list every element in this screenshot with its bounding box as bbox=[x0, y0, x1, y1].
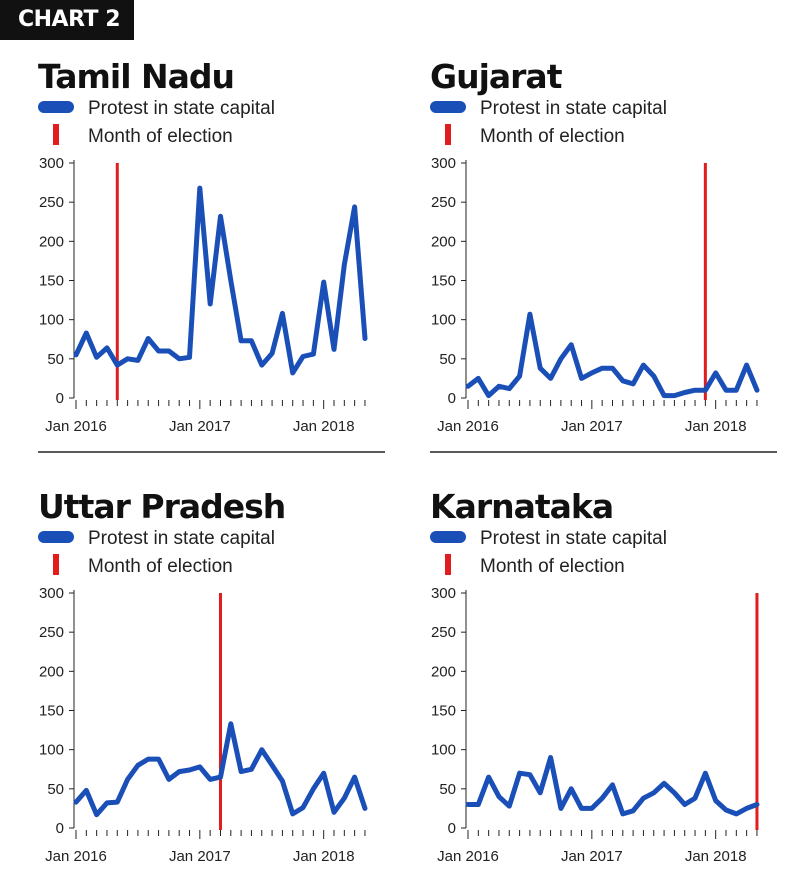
x-tick-label: Jan 2016 bbox=[45, 418, 107, 435]
series-line-protest bbox=[465, 311, 760, 399]
y-tick-label: 250 bbox=[39, 624, 64, 641]
x-tick-label: Jan 2017 bbox=[561, 848, 623, 865]
legend-election-label: Month of election bbox=[480, 556, 625, 577]
legend-election-label: Month of election bbox=[88, 126, 233, 147]
chart-header-tag: CHART 2 bbox=[0, 0, 134, 40]
legend-series-swatch bbox=[38, 531, 74, 543]
y-tick-label: 150 bbox=[431, 273, 456, 290]
legend-series-label: Protest in state capital bbox=[88, 528, 275, 549]
y-tick-label: 200 bbox=[431, 663, 456, 680]
y-tick-label: 150 bbox=[39, 273, 64, 290]
x-tick-label: Jan 2017 bbox=[561, 418, 623, 435]
x-tick-label: Jan 2016 bbox=[437, 848, 499, 865]
chart-title: Tamil Nadu bbox=[38, 57, 234, 96]
y-tick-label: 250 bbox=[431, 624, 456, 641]
series-line-protest bbox=[465, 755, 760, 817]
legend-election-swatch bbox=[445, 124, 451, 145]
y-tick-label: 50 bbox=[47, 351, 64, 368]
x-tick-label: Jan 2018 bbox=[685, 418, 747, 435]
x-tick-label: Jan 2017 bbox=[169, 418, 231, 435]
y-tick-label: 50 bbox=[439, 351, 456, 368]
y-tick-label: 150 bbox=[431, 703, 456, 720]
x-tick-label: Jan 2018 bbox=[685, 848, 747, 865]
series-line-protest bbox=[73, 185, 368, 376]
legend-series-label: Protest in state capital bbox=[480, 528, 667, 549]
chart-title: Karnataka bbox=[430, 487, 613, 526]
y-tick-label: 200 bbox=[39, 663, 64, 680]
legend-series-label: Protest in state capital bbox=[88, 98, 275, 119]
y-tick-label: 150 bbox=[39, 703, 64, 720]
x-tick-label: Jan 2016 bbox=[437, 418, 499, 435]
y-tick-label: 300 bbox=[431, 155, 456, 172]
legend-series-label: Protest in state capital bbox=[480, 98, 667, 119]
x-tick-label: Jan 2017 bbox=[169, 848, 231, 865]
series-line-protest bbox=[73, 721, 368, 818]
legend-series-swatch bbox=[430, 531, 466, 543]
y-tick-label: 300 bbox=[431, 585, 456, 602]
chart-title: Uttar Pradesh bbox=[38, 487, 285, 526]
legend-election-swatch bbox=[53, 554, 59, 575]
y-tick-label: 0 bbox=[56, 390, 64, 407]
y-tick-label: 100 bbox=[431, 742, 456, 759]
y-tick-label: 50 bbox=[47, 781, 64, 798]
y-tick-label: 100 bbox=[39, 742, 64, 759]
legend-election-label: Month of election bbox=[88, 556, 233, 577]
y-tick-label: 0 bbox=[56, 820, 64, 837]
x-tick-label: Jan 2018 bbox=[293, 418, 355, 435]
y-tick-label: 100 bbox=[39, 312, 64, 329]
y-tick-label: 50 bbox=[439, 781, 456, 798]
legend-series-swatch bbox=[38, 101, 74, 113]
x-tick-label: Jan 2018 bbox=[293, 848, 355, 865]
legend-series-swatch bbox=[430, 101, 466, 113]
y-tick-label: 300 bbox=[39, 155, 64, 172]
y-tick-label: 200 bbox=[431, 233, 456, 250]
y-tick-label: 250 bbox=[431, 194, 456, 211]
x-tick-label: Jan 2016 bbox=[45, 848, 107, 865]
y-tick-label: 100 bbox=[431, 312, 456, 329]
y-tick-label: 300 bbox=[39, 585, 64, 602]
y-tick-label: 0 bbox=[448, 390, 456, 407]
chart-title: Gujarat bbox=[430, 57, 563, 96]
y-tick-label: 0 bbox=[448, 820, 456, 837]
legend-election-swatch bbox=[53, 124, 59, 145]
legend-election-swatch bbox=[445, 554, 451, 575]
y-tick-label: 250 bbox=[39, 194, 64, 211]
y-tick-label: 200 bbox=[39, 233, 64, 250]
legend-election-label: Month of election bbox=[480, 126, 625, 147]
